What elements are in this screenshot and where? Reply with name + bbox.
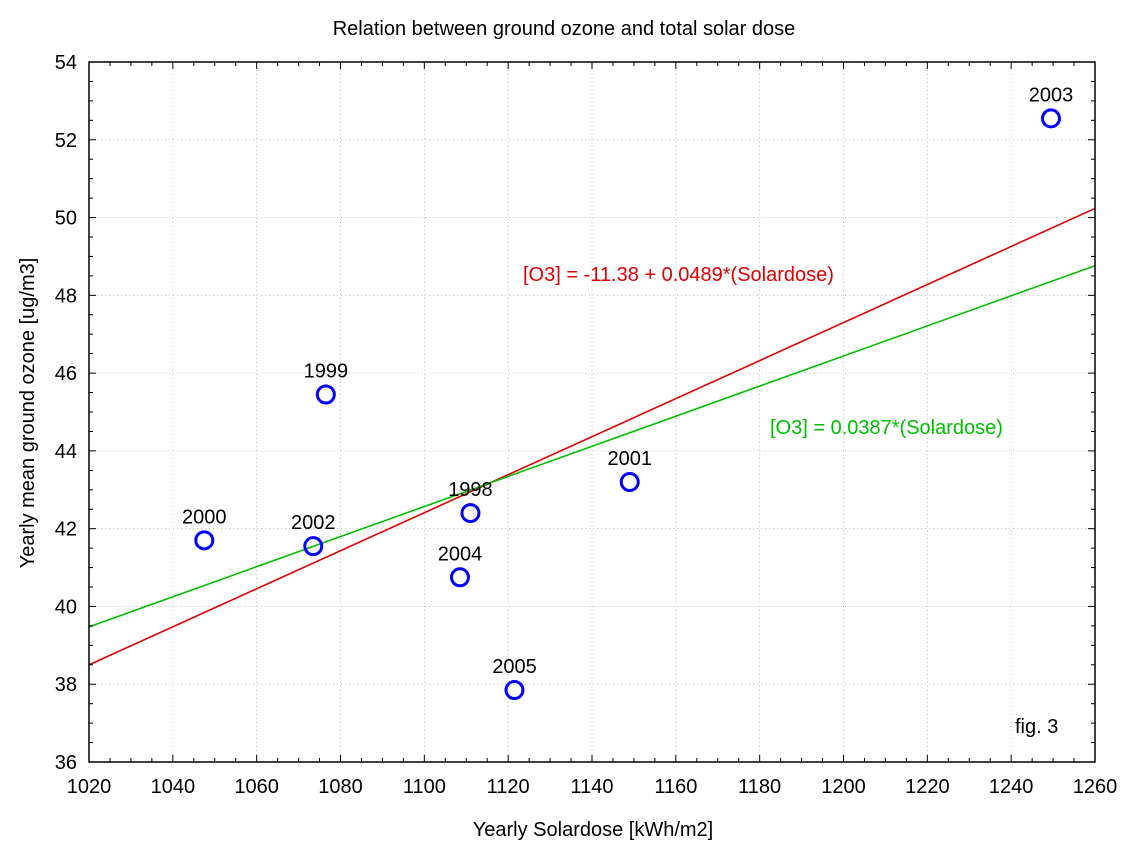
data-point-2004: [449, 567, 470, 588]
x-tick-label: 1140: [570, 776, 613, 798]
data-point-2000: [194, 530, 215, 551]
x-tick-label: 1060: [234, 776, 279, 798]
figure-annotation: fig. 3: [1015, 716, 1058, 738]
x-tick-label: 1020: [67, 776, 112, 798]
x-tick-label: 1220: [905, 776, 950, 798]
red-regression-line: [88, 207, 1096, 666]
point-label-2002: 2002: [291, 512, 336, 534]
data-point-1999: [315, 384, 336, 405]
point-label-2000: 2000: [182, 506, 227, 528]
y-tick-label: 42: [55, 519, 77, 541]
data-point-2002: [303, 536, 324, 557]
point-label-2005: 2005: [492, 656, 537, 678]
red-line-equation: [O3] = -11.38 + 0.0489*(Solardose): [523, 264, 834, 286]
tick-labels: 1020 1040 1060 1080 1100 1120 1140 1160 1180 1200…: [55, 52, 1118, 798]
data-points: 2000 2002 1999 2004 1998 2005 2001 2003: [182, 84, 1074, 701]
y-axis-label: Yearly mean ground ozone [ug/m3]: [17, 258, 39, 569]
x-tick-label: 1040: [151, 776, 196, 798]
grid-lines: [89, 62, 1095, 762]
green-regression-line: [88, 264, 1096, 628]
data-point-2001: [619, 472, 640, 492]
point-label-2004: 2004: [438, 543, 483, 565]
x-tick-label: 1240: [989, 776, 1034, 798]
point-label-1999: 1999: [304, 361, 349, 383]
y-tick-label: 46: [55, 363, 77, 385]
y-tick-label: 38: [55, 674, 77, 696]
x-tick-label: 1260: [1073, 776, 1118, 798]
y-tick-label: 44: [55, 441, 77, 463]
axis-ticks: [88, 61, 1096, 763]
x-tick-label: 1180: [738, 776, 781, 798]
x-tick-label: 1100: [403, 776, 446, 798]
y-tick-label: 52: [55, 130, 77, 152]
y-tick-label: 40: [55, 596, 77, 618]
green-line-equation: [O3] = 0.0387*(Solardose): [770, 417, 1003, 439]
data-point-2005: [504, 680, 525, 701]
regression-lines: [88, 207, 1096, 666]
x-tick-label: 1080: [318, 776, 363, 798]
y-tick-label: 48: [55, 285, 77, 307]
x-tick-label: 1160: [654, 776, 697, 798]
point-label-1998: 1998: [448, 479, 493, 501]
x-tick-label: 1200: [821, 776, 866, 798]
data-point-2003: [1040, 108, 1061, 129]
data-point-1998: [460, 503, 481, 524]
point-label-2001: 2001: [607, 448, 652, 470]
y-tick-label: 36: [55, 752, 77, 774]
chart-title: Relation between ground ozone and total …: [333, 18, 796, 40]
x-axis-label: Yearly Solardose [kWh/m2]: [473, 819, 713, 841]
x-tick-label: 1120: [487, 776, 530, 798]
y-tick-label: 54: [55, 52, 77, 74]
point-label-2003: 2003: [1029, 84, 1074, 106]
y-tick-label: 50: [55, 208, 77, 230]
